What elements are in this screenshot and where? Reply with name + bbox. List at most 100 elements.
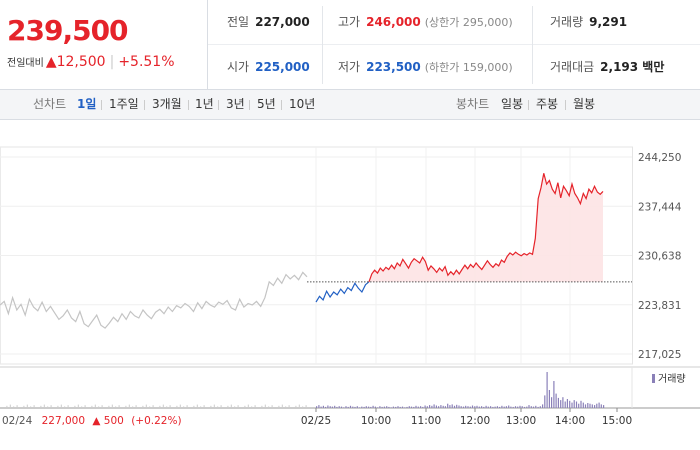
volume-bar (401, 406, 404, 408)
candle-chart-label: 봉차트 (456, 97, 490, 111)
volume-bar (438, 406, 440, 408)
volume-bar (318, 405, 320, 408)
volume-bar (190, 407, 191, 408)
volume-bar (358, 407, 361, 408)
x-axis-labels: 02/25 10:00 11:00 12:00 13:00 14:00 15:00 (301, 408, 632, 427)
tab-weekly[interactable]: 주봉 (536, 97, 559, 111)
volume-bar (532, 406, 535, 408)
tab-separator (101, 100, 102, 110)
volume-bar (84, 405, 86, 408)
volume-bar (551, 397, 553, 408)
volume-bar (258, 407, 259, 408)
volume-bar (67, 405, 69, 408)
volume-bar (596, 403, 598, 408)
volume-bar (603, 405, 605, 408)
volume-bar (200, 406, 202, 408)
stat-open: 시가 225,000 (227, 45, 310, 89)
up-arrow-icon: ▲ (45, 54, 57, 70)
volume-bar (555, 393, 557, 408)
volume-bar (406, 406, 408, 408)
tab-1y[interactable]: 1년 (195, 97, 214, 111)
volume-bar (465, 405, 467, 408)
volume-bar (523, 406, 526, 408)
tab-separator (144, 100, 145, 110)
volume-bar (410, 406, 413, 408)
volume-bar (361, 406, 363, 408)
volume-bar (33, 405, 35, 408)
volume-bar (334, 405, 336, 408)
volume-bar (557, 397, 559, 408)
volume-bar (474, 406, 476, 408)
volume-bar (244, 405, 246, 408)
volume-bar (370, 406, 372, 408)
volume-bar (149, 406, 151, 408)
volume-bar (467, 406, 469, 408)
volume-bar (101, 405, 103, 408)
stat-prev: 전일 227,000 (227, 0, 310, 44)
volume-legend: 거래량 (658, 373, 686, 385)
volume-bar (386, 406, 388, 408)
volume-bar (542, 404, 544, 408)
volume-bar (521, 406, 523, 408)
volume-bar (352, 406, 354, 408)
volume-bar (305, 405, 307, 408)
volume-bar (281, 404, 283, 408)
volume-bar (9, 404, 11, 408)
volume-bar (512, 406, 514, 408)
volume-bar (43, 404, 45, 408)
volume-bar (458, 405, 460, 408)
volume-bar (122, 407, 123, 408)
volume-bar (503, 406, 505, 408)
volume-bar (40, 405, 42, 408)
volume-bar (591, 404, 593, 408)
volume-bar (578, 403, 580, 408)
volume-bar (444, 406, 446, 408)
tab-1d[interactable]: 1일 (77, 97, 97, 111)
volume-bar (224, 407, 225, 408)
volume-bar (496, 406, 498, 408)
volume-bar (573, 400, 575, 408)
volume-bar (275, 407, 276, 408)
volume-bar (213, 404, 215, 408)
volume-bar (54, 407, 55, 408)
volume-bar (571, 402, 573, 408)
volume-bar (338, 406, 340, 408)
chart-tabs: 선차트 1일 1주일 3개월 1년 3년 5년 10년 봉차트 일봉 주봉 월봉 (0, 90, 700, 120)
tab-daily[interactable]: 일봉 (501, 97, 524, 111)
tab-5y[interactable]: 5년 (257, 97, 276, 111)
volume-bar (145, 404, 147, 408)
volume-bar (115, 406, 117, 408)
tab-1w[interactable]: 1주일 (109, 97, 139, 111)
volume-bar (392, 406, 394, 408)
volume-bar (261, 405, 263, 408)
volume-bar (20, 407, 21, 408)
tab-separator (565, 100, 566, 110)
volume-bar (537, 406, 539, 408)
tab-10y[interactable]: 10년 (289, 97, 316, 111)
tab-3y[interactable]: 3년 (226, 97, 245, 111)
volume-bar (203, 405, 205, 408)
y-axis-labels: 244,250 237,444 230,638 223,831 217,025 (638, 152, 682, 361)
divider (532, 6, 533, 84)
volume-bar (176, 405, 178, 408)
x-tick-label: 13:00 (506, 415, 536, 427)
volume-bar (173, 407, 174, 408)
volume-bar (435, 405, 437, 408)
volume-bar (156, 407, 157, 408)
volume-bar (166, 406, 168, 408)
prev-date: 02/24 (2, 415, 33, 427)
volume-bar (433, 404, 435, 408)
volume-bar (26, 404, 28, 408)
volume-bar (186, 405, 188, 408)
tab-monthly[interactable]: 월봉 (573, 97, 596, 111)
volume-bar (349, 405, 352, 408)
volume-bar (514, 406, 517, 408)
volume-bar (285, 406, 287, 408)
tab-3m[interactable]: 3개월 (152, 97, 182, 111)
tab-separator (249, 100, 250, 110)
volume-bar (125, 405, 127, 408)
volume-bar (487, 406, 489, 408)
volume-bar (564, 401, 566, 408)
volume-bar (539, 406, 541, 408)
stat-label: 거래대금 (550, 60, 595, 74)
